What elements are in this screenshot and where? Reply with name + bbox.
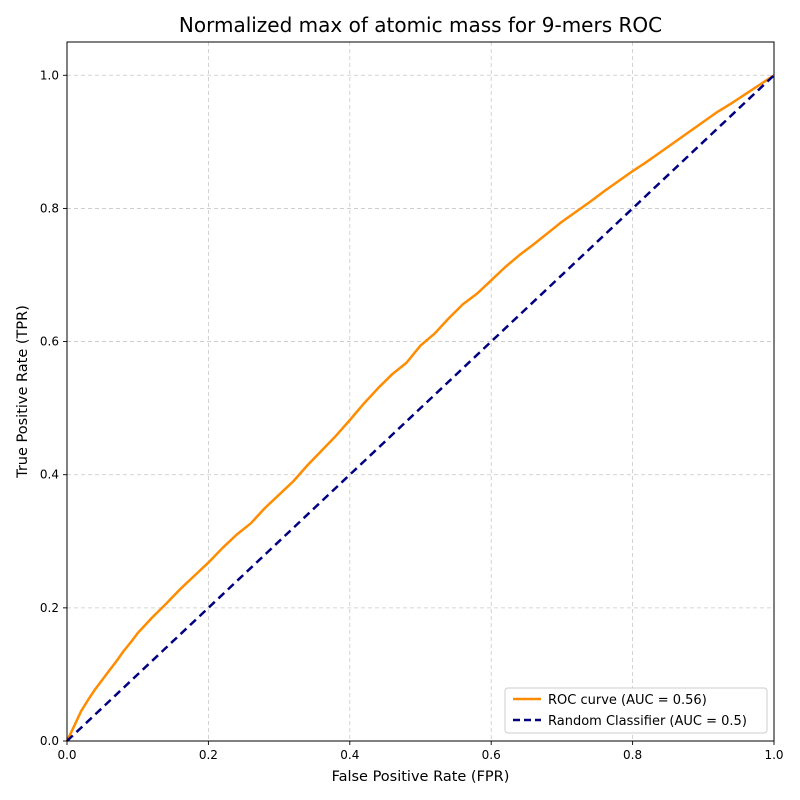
random-classifier-line <box>66 74 775 742</box>
plot-frame <box>66 41 775 742</box>
x-axis-label: False Positive Rate (FPR) <box>332 769 510 785</box>
x-tick-label: 0.6 <box>482 748 501 762</box>
x-tick-label: 0.4 <box>340 748 359 762</box>
x-tick-label: 0.2 <box>199 748 218 762</box>
roc-curve-line <box>65 74 775 742</box>
x-tick-label: 0.0 <box>57 748 76 762</box>
y-tick-label: 1.0 <box>40 68 59 82</box>
chart-title: Normalized max of atomic mass for 9-mers… <box>179 13 662 37</box>
y-tick-label: 0.8 <box>40 201 59 215</box>
y-tick-label: 0.6 <box>40 335 59 349</box>
legend-label-roc-curve: ROC curve (AUC = 0.56) <box>548 693 707 708</box>
legend-label-random-classifier: Random Classifier (AUC = 0.5) <box>548 714 747 729</box>
legend-box <box>504 687 768 734</box>
series-layer <box>65 74 775 742</box>
x-tick-label: 0.8 <box>623 748 642 762</box>
y-tick-label: 0.0 <box>40 734 59 748</box>
x-tick-label: 1.0 <box>764 748 783 762</box>
y-tick-label: 0.4 <box>40 468 59 482</box>
x-axis-ticks: 0.0 0.2 0.4 0.6 0.8 1.0 <box>57 741 784 762</box>
legend: ROC curve (AUC = 0.56) Random Classifier… <box>504 687 768 734</box>
y-tick-label: 0.2 <box>40 601 59 615</box>
y-axis-ticks: 0.0 0.2 0.4 0.6 0.8 1.0 <box>40 68 67 748</box>
y-axis-label: True Positive Rate (TPR) <box>15 305 31 479</box>
